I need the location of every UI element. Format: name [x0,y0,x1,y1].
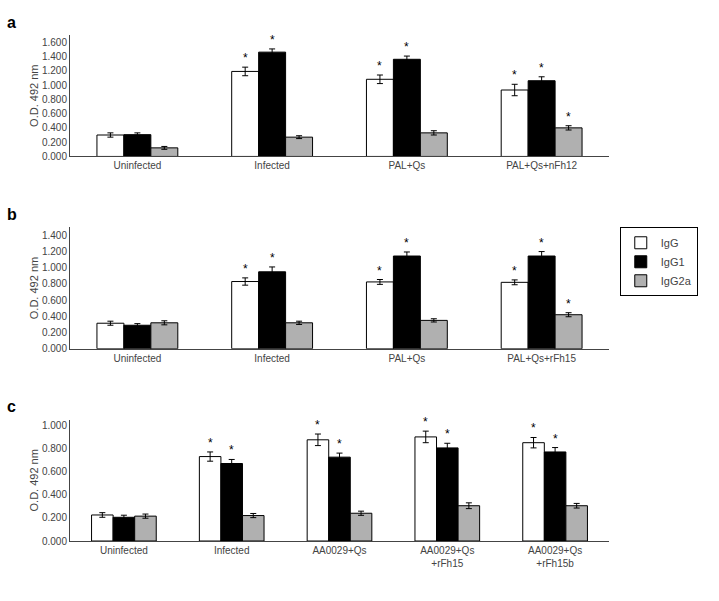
svg-text:1.000: 1.000 [42,262,67,273]
svg-text:1.400: 1.400 [42,230,67,241]
svg-text:*: * [404,40,409,54]
svg-text:O.D. 492 nm: O.D. 492 nm [28,449,40,511]
svg-text:1.200: 1.200 [42,246,67,257]
svg-text:0.400: 0.400 [42,489,67,500]
svg-text:*: * [539,236,544,250]
svg-text:b: b [7,206,17,223]
svg-text:*: * [445,427,450,441]
svg-text:0.400: 0.400 [42,122,67,133]
svg-text:1.000: 1.000 [42,80,67,91]
svg-text:*: * [243,51,248,65]
svg-text:IgG: IgG [661,237,679,249]
svg-text:*: * [539,61,544,75]
svg-text:Infected: Infected [254,353,290,364]
svg-text:*: * [566,110,571,124]
svg-text:PAL+Qs+nFh12: PAL+Qs+nFh12 [506,160,577,171]
svg-text:IgG2a: IgG2a [661,275,692,287]
svg-text:*: * [208,436,213,450]
svg-text:*: * [315,418,320,432]
svg-text:PAL+Qs+rFh15: PAL+Qs+rFh15 [507,353,576,364]
svg-text:0.200: 0.200 [42,512,67,523]
svg-text:*: * [423,415,428,429]
svg-text:0.000: 0.000 [42,151,67,162]
svg-text:1.000: 1.000 [42,420,67,431]
svg-text:*: * [377,264,382,278]
svg-text:c: c [7,398,16,415]
svg-text:Uninfected: Uninfected [113,160,161,171]
svg-text:O.D. 492 nm: O.D. 492 nm [28,65,40,127]
svg-text:*: * [270,251,275,265]
svg-text:*: * [531,421,536,435]
svg-text:0.200: 0.200 [42,137,67,148]
svg-text:*: * [404,236,409,250]
svg-text:PAL+Qs: PAL+Qs [388,353,425,364]
svg-text:*: * [243,262,248,276]
svg-text:0.400: 0.400 [42,311,67,322]
svg-text:*: * [512,68,517,82]
svg-text:a: a [7,14,16,31]
svg-text:*: * [337,437,342,451]
svg-text:0.200: 0.200 [42,327,67,338]
svg-text:*: * [270,33,275,47]
svg-text:1.200: 1.200 [42,65,67,76]
svg-text:AA0029+Qs+rFh15b: AA0029+Qs+rFh15b [528,545,582,569]
svg-text:AA0029+Qs+rFh15: AA0029+Qs+rFh15 [420,545,474,569]
svg-text:0.600: 0.600 [42,295,67,306]
svg-text:*: * [553,432,558,446]
svg-text:*: * [512,264,517,278]
svg-text:Uninfected: Uninfected [113,353,161,364]
svg-text:AA0029+Qs: AA0029+Qs [312,545,366,556]
svg-text:0.000: 0.000 [42,536,67,547]
svg-text:0.800: 0.800 [42,443,67,454]
svg-text:1.600: 1.600 [42,37,67,48]
svg-text:PAL+Qs: PAL+Qs [388,160,425,171]
svg-text:Infected: Infected [214,545,250,556]
svg-text:*: * [229,443,234,457]
svg-text:*: * [377,59,382,73]
svg-text:Uninfected: Uninfected [100,545,148,556]
svg-text:1.400: 1.400 [42,51,67,62]
svg-text:IgG1: IgG1 [661,256,685,268]
svg-text:0.600: 0.600 [42,466,67,477]
svg-text:O.D. 492 nm: O.D. 492 nm [28,257,40,319]
svg-text:0.000: 0.000 [42,343,67,354]
svg-text:0.800: 0.800 [42,278,67,289]
svg-text:Infected: Infected [254,160,290,171]
svg-text:0.600: 0.600 [42,108,67,119]
svg-text:0.800: 0.800 [42,94,67,105]
svg-text:*: * [566,297,571,311]
